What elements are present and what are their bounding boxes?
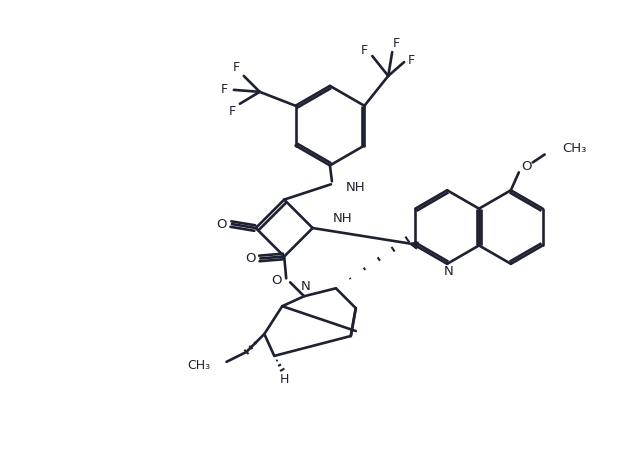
Text: CH₃: CH₃ (188, 360, 211, 372)
Text: N: N (301, 280, 311, 293)
Text: NH: NH (346, 181, 365, 194)
Text: F: F (392, 37, 400, 50)
Text: F: F (228, 105, 236, 118)
Text: NH: NH (333, 212, 352, 225)
Text: F: F (220, 83, 227, 96)
Text: F: F (232, 62, 239, 74)
Text: O: O (217, 218, 227, 231)
Polygon shape (410, 242, 418, 249)
Text: O: O (271, 274, 282, 287)
Text: O: O (245, 252, 255, 265)
Text: F: F (361, 44, 368, 56)
Text: CH₃: CH₃ (563, 142, 587, 155)
Text: H: H (280, 373, 289, 386)
Text: N: N (444, 265, 453, 278)
Text: F: F (408, 54, 415, 67)
Text: O: O (522, 160, 532, 173)
